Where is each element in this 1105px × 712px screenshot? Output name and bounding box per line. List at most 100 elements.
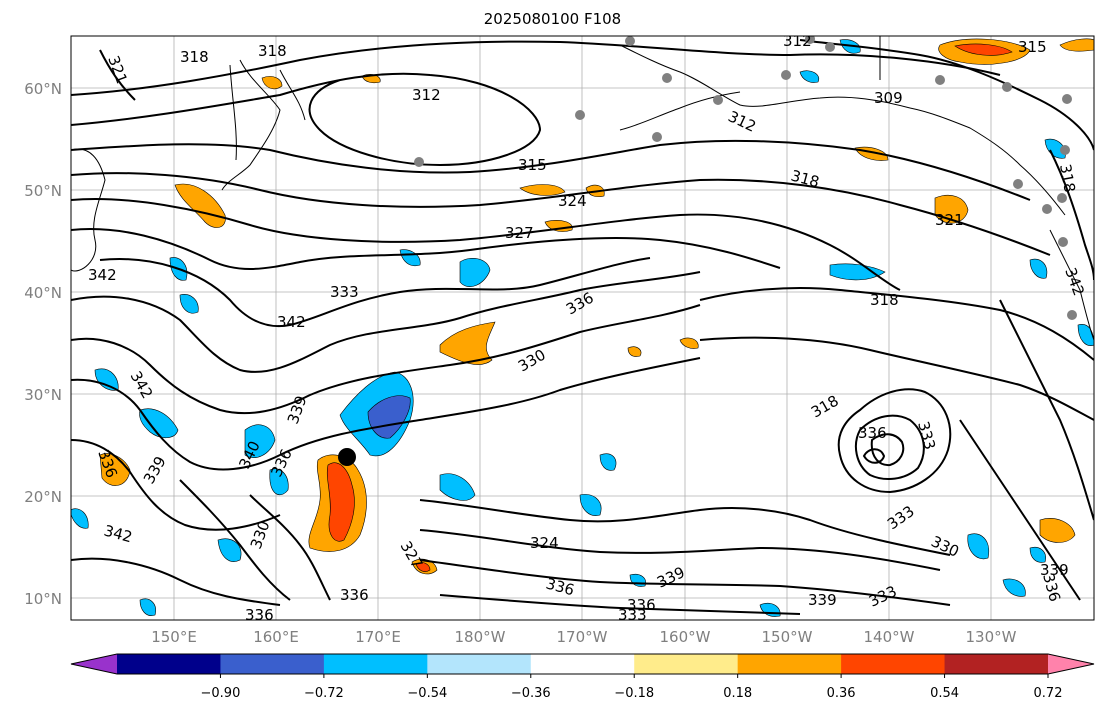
contour-label: 327: [505, 224, 534, 242]
contour-label: 318: [870, 291, 899, 309]
shade-negative: [1029, 258, 1048, 279]
lon-tick-label: 180°W: [455, 628, 506, 646]
shade-positive: [1039, 518, 1076, 543]
shade-positive: [99, 453, 131, 486]
shade-negative: [1077, 324, 1094, 346]
contour-label: 318: [180, 48, 209, 66]
lon-axis: 150°E 160°E 170°E 180°W 170°W 160°W 150°…: [151, 628, 1016, 646]
contour-label: 336: [340, 586, 369, 604]
shade-negative: [439, 473, 476, 501]
colorbar-tick-label: −0.54: [407, 686, 447, 701]
shade-positive: [261, 76, 283, 90]
lon-tick-label: 170°E: [355, 628, 401, 646]
contour-label: 315: [1018, 38, 1047, 56]
shade-negative: [71, 508, 89, 529]
lon-tick-label: 140°W: [864, 628, 915, 646]
shade-negative: [1044, 138, 1066, 159]
lon-tick-label: 170°W: [557, 628, 608, 646]
colorbar-bin: [427, 654, 532, 674]
colorbar-bin: [530, 654, 635, 674]
lat-tick-label: 10°N: [24, 590, 62, 608]
contour-label: 324: [558, 192, 587, 210]
shade-positive: [627, 346, 642, 357]
shade-negative: [829, 263, 886, 281]
lon-tick-label: 150°E: [151, 628, 197, 646]
contour-lines: [71, 39, 1094, 615]
location-marker: [338, 448, 356, 466]
contour-label: 321: [935, 211, 964, 229]
colorbar-extend-max: [1048, 654, 1094, 674]
colorbar-bin: [323, 654, 428, 674]
shaded-fields: [71, 38, 1094, 617]
contour-label: 312: [783, 32, 812, 50]
contour-label: 333: [618, 606, 647, 624]
shade-positive: [519, 184, 566, 196]
lat-tick-label: 60°N: [24, 80, 62, 98]
contour-label: 315: [518, 156, 547, 174]
colorbar-tick-label: −0.90: [201, 686, 241, 701]
contour-label: 309: [874, 89, 903, 107]
shade-negative: [217, 538, 242, 562]
colorbar: −0.90 −0.72 −0.54 −0.36 −0.18 0.18 0.36 0.54 0.7…: [70, 653, 1095, 701]
station-dots: [414, 36, 1077, 320]
shade-positive: [934, 195, 969, 224]
colorbar-tick-label: 0.54: [930, 686, 959, 701]
colorbar-bin: [841, 654, 946, 674]
lat-tick-label: 30°N: [24, 386, 62, 404]
map-panel: 321 318 318 312 315 312 309 312 315 318 …: [71, 32, 1094, 624]
contour-label: 324: [530, 534, 559, 552]
colorbar-tick-label: −0.18: [614, 686, 654, 701]
shade-positive: [679, 337, 699, 349]
lat-tick-label: 50°N: [24, 182, 62, 200]
contour-label: 336: [858, 424, 887, 442]
shade-positive: [439, 321, 496, 365]
lon-tick-label: 160°E: [253, 628, 299, 646]
contour-label: 339: [808, 591, 837, 609]
shade-positive: [174, 183, 226, 228]
lon-tick-label: 130°W: [966, 628, 1017, 646]
shade-negative: [179, 294, 199, 314]
colorbar-tick-label: 0.72: [1034, 686, 1063, 701]
contour-label: 336: [245, 606, 274, 624]
contour-label: 333: [330, 283, 359, 301]
colorbar-tick-label: −0.72: [304, 686, 344, 701]
shade-positive: [954, 43, 1013, 56]
shade-negative: [139, 598, 156, 616]
shade-negative: [244, 424, 276, 459]
plot-title: 2025080100 F108: [483, 10, 622, 28]
contour-label: 342: [277, 313, 306, 331]
colorbar-tick-label: 0.36: [827, 686, 856, 701]
contour-label: 342: [88, 266, 117, 284]
colorbar-tick-label: −0.36: [511, 686, 551, 701]
lat-tick-label: 20°N: [24, 488, 62, 506]
shade-positive: [415, 562, 431, 572]
coastlines: [71, 36, 1094, 341]
shade-negative: [459, 257, 491, 287]
map-frame: [70, 35, 1095, 621]
contour-label: 339: [1040, 561, 1069, 579]
shade-negative: [799, 70, 820, 83]
colorbar-outline: [70, 653, 1095, 675]
colorbar-bin: [634, 654, 739, 674]
shade-negative: [967, 533, 990, 560]
shade-negative: [269, 468, 289, 495]
shade-negative: [579, 494, 602, 516]
contour-label: 318: [258, 42, 287, 60]
colorbar-bin: [220, 654, 325, 674]
contour-label: 336: [627, 596, 656, 614]
lat-tick-label: 40°N: [24, 284, 62, 302]
lon-tick-label: 150°W: [762, 628, 813, 646]
shade-negative: [1002, 578, 1026, 597]
shade-negative: [599, 453, 617, 471]
contour-label: 318: [1056, 163, 1079, 194]
colorbar-bin: [737, 654, 842, 674]
shade-negative: [1029, 547, 1046, 563]
lon-tick-label: 160°W: [660, 628, 711, 646]
lat-axis: 60°N 50°N 40°N 30°N 20°N 10°N: [24, 80, 62, 608]
contour-label: 312: [412, 86, 441, 104]
shade-positive: [1059, 38, 1094, 52]
colorbar-extend-min: [71, 654, 117, 674]
colorbar-bin: [117, 654, 221, 674]
shade-negative: [139, 408, 179, 439]
colorbar-bin: [944, 654, 1049, 674]
